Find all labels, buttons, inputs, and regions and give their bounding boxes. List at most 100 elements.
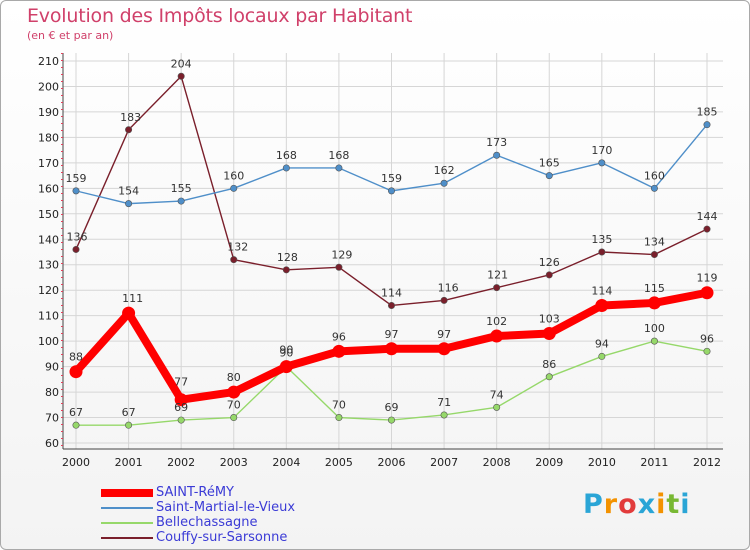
data-point-bellechassagne bbox=[650, 337, 658, 345]
data-label-saint-remy: 77 bbox=[174, 376, 188, 389]
data-point-couffy-sur-sarsonne bbox=[177, 72, 185, 80]
data-label-couffy-sur-sarsonne: 135 bbox=[591, 233, 612, 246]
data-point-saint-remy bbox=[385, 342, 398, 356]
x-tick-label: 2003 bbox=[220, 456, 248, 469]
data-point-saint-remy bbox=[122, 306, 136, 320]
data-point-saint-remy bbox=[332, 344, 346, 358]
data-point-saint-martial-le-vieux bbox=[230, 184, 238, 192]
x-tick-label: 2007 bbox=[430, 456, 458, 469]
data-point-saint-martial-le-vieux bbox=[72, 187, 80, 195]
data-label-bellechassagne: 71 bbox=[437, 396, 451, 409]
data-point-bellechassagne bbox=[125, 421, 133, 429]
data-point-saint-martial-le-vieux bbox=[440, 179, 448, 187]
x-tick-label: 2008 bbox=[483, 456, 511, 469]
y-tick-label: 160 bbox=[38, 182, 59, 195]
data-label-saint-martial-le-vieux: 165 bbox=[539, 157, 560, 170]
data-label-bellechassagne: 86 bbox=[542, 358, 556, 371]
data-point-couffy-sur-sarsonne bbox=[72, 245, 80, 253]
data-label-couffy-sur-sarsonne: 114 bbox=[381, 286, 402, 299]
data-label-couffy-sur-sarsonne: 128 bbox=[277, 251, 298, 264]
data-point-saint-remy bbox=[227, 385, 241, 399]
data-point-saint-martial-le-vieux bbox=[125, 200, 133, 208]
y-tick-label: 200 bbox=[38, 80, 59, 93]
data-point-saint-martial-le-vieux bbox=[598, 159, 606, 167]
y-tick-label: 70 bbox=[45, 412, 59, 425]
data-point-saint-martial-le-vieux bbox=[387, 187, 395, 195]
data-label-bellechassagne: 67 bbox=[122, 406, 136, 419]
data-label-saint-remy: 103 bbox=[539, 312, 560, 325]
data-label-saint-remy: 114 bbox=[591, 284, 612, 297]
data-point-couffy-sur-sarsonne bbox=[230, 256, 238, 264]
data-label-couffy-sur-sarsonne: 204 bbox=[171, 57, 192, 70]
data-label-saint-martial-le-vieux: 159 bbox=[381, 172, 402, 185]
data-point-couffy-sur-sarsonne bbox=[703, 225, 711, 233]
data-label-saint-martial-le-vieux: 185 bbox=[697, 106, 718, 119]
y-tick-label: 190 bbox=[38, 106, 59, 119]
y-tick-label: 130 bbox=[38, 259, 59, 272]
x-tick-label: 2009 bbox=[535, 456, 563, 469]
data-point-bellechassagne bbox=[545, 373, 553, 381]
data-point-saint-martial-le-vieux bbox=[703, 121, 711, 129]
data-label-bellechassagne: 96 bbox=[700, 332, 714, 345]
data-label-bellechassagne: 94 bbox=[595, 337, 609, 350]
y-tick-label: 90 bbox=[45, 361, 59, 374]
data-label-saint-remy: 96 bbox=[332, 330, 346, 343]
legend-swatch-couffy-sur-sarsonne bbox=[101, 537, 153, 539]
data-label-saint-remy: 80 bbox=[227, 371, 241, 384]
data-point-couffy-sur-sarsonne bbox=[493, 284, 501, 292]
data-point-couffy-sur-sarsonne bbox=[335, 263, 343, 271]
data-point-saint-remy bbox=[437, 342, 451, 356]
data-label-saint-remy: 90 bbox=[279, 347, 293, 360]
data-point-saint-martial-le-vieux bbox=[177, 197, 185, 205]
legend-swatch-saint-martial-le-vieux bbox=[101, 507, 153, 509]
data-point-saint-martial-le-vieux bbox=[493, 151, 501, 159]
data-label-couffy-sur-sarsonne: 136 bbox=[67, 230, 88, 243]
data-point-saint-remy bbox=[174, 393, 188, 407]
data-label-saint-martial-le-vieux: 168 bbox=[328, 149, 349, 162]
legend-label-saint-martial-le-vieux: Saint-Martial-le-Vieux bbox=[156, 500, 296, 515]
data-point-saint-martial-le-vieux bbox=[545, 172, 553, 180]
y-tick-label: 110 bbox=[38, 310, 59, 323]
data-point-couffy-sur-sarsonne bbox=[598, 248, 606, 256]
data-point-couffy-sur-sarsonne bbox=[387, 301, 395, 309]
y-tick-label: 210 bbox=[38, 55, 59, 68]
data-label-bellechassagne: 69 bbox=[385, 401, 399, 414]
data-label-couffy-sur-sarsonne: 144 bbox=[697, 210, 718, 223]
data-point-saint-remy bbox=[69, 365, 83, 379]
data-label-bellechassagne: 70 bbox=[227, 399, 241, 412]
data-label-saint-martial-le-vieux: 162 bbox=[434, 164, 455, 177]
y-tick-label: 140 bbox=[38, 233, 59, 246]
y-tick-label: 150 bbox=[38, 208, 59, 221]
data-label-bellechassagne: 90 bbox=[279, 344, 293, 357]
y-tick-label: 80 bbox=[45, 386, 59, 399]
chart-subtitle: (en € et par an) bbox=[27, 29, 114, 42]
data-point-saint-martial-le-vieux bbox=[282, 164, 290, 172]
x-tick-label: 2006 bbox=[378, 456, 406, 469]
legend-swatch-bellechassagne bbox=[101, 522, 153, 524]
chart-title: Evolution des Impôts locaux par Habitant bbox=[27, 5, 413, 27]
data-point-couffy-sur-sarsonne bbox=[650, 251, 658, 259]
data-point-bellechassagne bbox=[230, 414, 238, 422]
data-point-couffy-sur-sarsonne bbox=[282, 266, 290, 274]
x-tick-label: 2000 bbox=[62, 456, 90, 469]
data-label-saint-martial-le-vieux: 170 bbox=[591, 144, 612, 157]
data-label-bellechassagne: 100 bbox=[644, 322, 665, 335]
data-label-saint-martial-le-vieux: 160 bbox=[223, 169, 244, 182]
data-label-saint-remy: 119 bbox=[697, 272, 718, 285]
data-label-saint-remy: 88 bbox=[69, 351, 83, 364]
data-label-couffy-sur-sarsonne: 129 bbox=[331, 248, 352, 261]
data-point-bellechassagne bbox=[703, 347, 711, 355]
data-label-saint-remy: 111 bbox=[122, 292, 143, 305]
data-label-saint-remy: 115 bbox=[644, 282, 665, 295]
y-tick-label: 60 bbox=[45, 437, 59, 450]
x-tick-label: 2005 bbox=[325, 456, 353, 469]
data-point-saint-remy bbox=[542, 326, 556, 340]
x-tick-label: 2012 bbox=[693, 456, 721, 469]
data-label-saint-martial-le-vieux: 173 bbox=[486, 136, 507, 149]
data-point-couffy-sur-sarsonne bbox=[440, 296, 448, 304]
data-label-bellechassagne: 74 bbox=[490, 388, 504, 401]
data-point-bellechassagne bbox=[335, 414, 343, 422]
legend-label-couffy-sur-sarsonne: Couffy-sur-Sarsonne bbox=[156, 530, 288, 545]
